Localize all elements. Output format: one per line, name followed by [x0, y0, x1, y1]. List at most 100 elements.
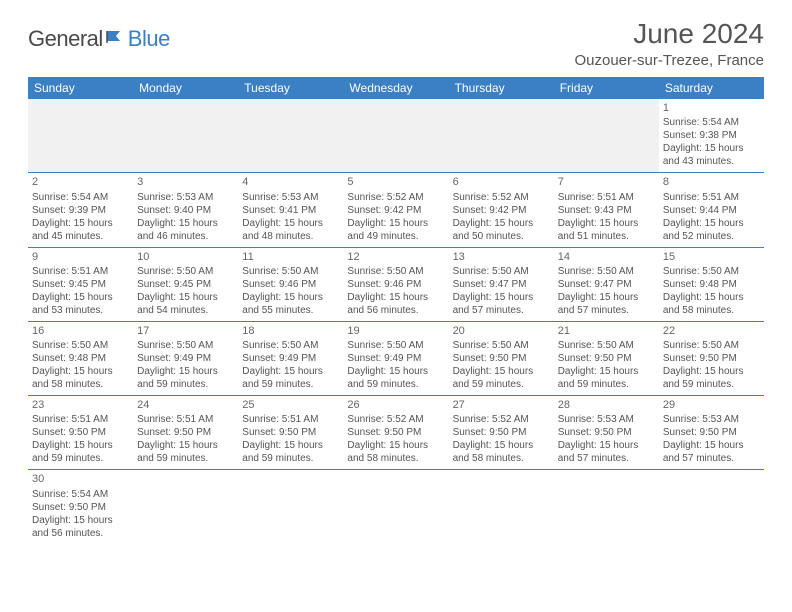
calendar-cell: 24Sunrise: 5:51 AMSunset: 9:50 PMDayligh…: [133, 396, 238, 470]
day-number: 30: [32, 472, 129, 486]
cell-line: Daylight: 15 hours: [32, 365, 129, 378]
cell-line: Daylight: 15 hours: [663, 217, 760, 230]
calendar-table: SundayMondayTuesdayWednesdayThursdayFrid…: [28, 77, 764, 544]
cell-line: and 55 minutes.: [242, 304, 339, 317]
day-number: 3: [137, 175, 234, 189]
cell-line: Daylight: 15 hours: [453, 217, 550, 230]
calendar-cell: [659, 470, 764, 544]
day-header: Friday: [554, 77, 659, 99]
cell-line: Sunset: 9:50 PM: [663, 352, 760, 365]
day-number: 4: [242, 175, 339, 189]
cell-line: Daylight: 15 hours: [347, 439, 444, 452]
cell-line: Daylight: 15 hours: [558, 217, 655, 230]
cell-line: Sunrise: 5:54 AM: [32, 488, 129, 501]
calendar-cell: [133, 99, 238, 173]
cell-line: Daylight: 15 hours: [32, 291, 129, 304]
cell-line: Sunset: 9:42 PM: [453, 204, 550, 217]
day-number: 16: [32, 324, 129, 338]
cell-line: Sunrise: 5:52 AM: [453, 191, 550, 204]
header: General Blue June 2024 Ouzouer-sur-Treze…: [28, 18, 764, 69]
cell-line: Daylight: 15 hours: [32, 217, 129, 230]
cell-line: Sunset: 9:50 PM: [242, 426, 339, 439]
cell-line: Sunrise: 5:53 AM: [137, 191, 234, 204]
cell-line: Sunset: 9:50 PM: [32, 426, 129, 439]
cell-line: Sunrise: 5:50 AM: [137, 265, 234, 278]
calendar-cell: [343, 99, 448, 173]
calendar-cell: [449, 470, 554, 544]
cell-line: Daylight: 15 hours: [32, 439, 129, 452]
cell-line: and 59 minutes.: [347, 378, 444, 391]
day-number: 21: [558, 324, 655, 338]
cell-line: and 57 minutes.: [558, 452, 655, 465]
day-number: 6: [453, 175, 550, 189]
flag-icon: [106, 29, 126, 50]
day-number: 5: [347, 175, 444, 189]
cell-line: and 59 minutes.: [137, 378, 234, 391]
day-number: 2: [32, 175, 129, 189]
cell-line: and 57 minutes.: [558, 304, 655, 317]
day-number: 22: [663, 324, 760, 338]
cell-line: Daylight: 15 hours: [347, 365, 444, 378]
cell-line: Sunset: 9:48 PM: [32, 352, 129, 365]
cell-line: Sunrise: 5:50 AM: [663, 265, 760, 278]
day-number: 26: [347, 398, 444, 412]
cell-line: and 49 minutes.: [347, 230, 444, 243]
calendar-cell: 4Sunrise: 5:53 AMSunset: 9:41 PMDaylight…: [238, 173, 343, 247]
cell-line: Daylight: 15 hours: [242, 291, 339, 304]
cell-line: Sunset: 9:46 PM: [242, 278, 339, 291]
calendar-cell: 7Sunrise: 5:51 AMSunset: 9:43 PMDaylight…: [554, 173, 659, 247]
calendar-cell: 29Sunrise: 5:53 AMSunset: 9:50 PMDayligh…: [659, 396, 764, 470]
day-number: 13: [453, 250, 550, 264]
day-header: Saturday: [659, 77, 764, 99]
cell-line: and 57 minutes.: [663, 452, 760, 465]
cell-line: and 46 minutes.: [137, 230, 234, 243]
cell-line: Sunrise: 5:50 AM: [242, 339, 339, 352]
calendar-cell: 26Sunrise: 5:52 AMSunset: 9:50 PMDayligh…: [343, 396, 448, 470]
calendar-cell: [133, 470, 238, 544]
cell-line: Daylight: 15 hours: [663, 365, 760, 378]
cell-line: Sunset: 9:50 PM: [558, 352, 655, 365]
brand-part2: Blue: [128, 26, 170, 52]
day-header-row: SundayMondayTuesdayWednesdayThursdayFrid…: [28, 77, 764, 99]
day-header: Thursday: [449, 77, 554, 99]
calendar-cell: 14Sunrise: 5:50 AMSunset: 9:47 PMDayligh…: [554, 247, 659, 321]
calendar-cell: [554, 99, 659, 173]
cell-line: Sunrise: 5:52 AM: [453, 413, 550, 426]
calendar-cell: 22Sunrise: 5:50 AMSunset: 9:50 PMDayligh…: [659, 321, 764, 395]
cell-line: and 45 minutes.: [32, 230, 129, 243]
cell-line: Sunrise: 5:54 AM: [32, 191, 129, 204]
calendar-cell: 27Sunrise: 5:52 AMSunset: 9:50 PMDayligh…: [449, 396, 554, 470]
cell-line: and 58 minutes.: [453, 452, 550, 465]
cell-line: and 54 minutes.: [137, 304, 234, 317]
cell-line: and 59 minutes.: [453, 378, 550, 391]
cell-line: Sunrise: 5:50 AM: [453, 265, 550, 278]
cell-line: and 53 minutes.: [32, 304, 129, 317]
calendar-cell: 3Sunrise: 5:53 AMSunset: 9:40 PMDaylight…: [133, 173, 238, 247]
day-number: 1: [663, 101, 760, 115]
cell-line: Sunrise: 5:53 AM: [242, 191, 339, 204]
cell-line: Sunset: 9:40 PM: [137, 204, 234, 217]
calendar-cell: 19Sunrise: 5:50 AMSunset: 9:49 PMDayligh…: [343, 321, 448, 395]
calendar-cell: 5Sunrise: 5:52 AMSunset: 9:42 PMDaylight…: [343, 173, 448, 247]
day-number: 17: [137, 324, 234, 338]
calendar-cell: 20Sunrise: 5:50 AMSunset: 9:50 PMDayligh…: [449, 321, 554, 395]
month-title: June 2024: [574, 18, 764, 50]
calendar-cell: 28Sunrise: 5:53 AMSunset: 9:50 PMDayligh…: [554, 396, 659, 470]
calendar-cell: [238, 99, 343, 173]
cell-line: and 59 minutes.: [242, 378, 339, 391]
day-header: Monday: [133, 77, 238, 99]
calendar-cell: 17Sunrise: 5:50 AMSunset: 9:49 PMDayligh…: [133, 321, 238, 395]
location: Ouzouer-sur-Trezee, France: [574, 52, 764, 69]
calendar-cell: 9Sunrise: 5:51 AMSunset: 9:45 PMDaylight…: [28, 247, 133, 321]
cell-line: Sunrise: 5:51 AM: [137, 413, 234, 426]
day-number: 24: [137, 398, 234, 412]
cell-line: and 57 minutes.: [453, 304, 550, 317]
cell-line: Sunset: 9:38 PM: [663, 129, 760, 142]
cell-line: Sunset: 9:50 PM: [453, 352, 550, 365]
day-header: Tuesday: [238, 77, 343, 99]
cell-line: Sunset: 9:49 PM: [242, 352, 339, 365]
brand-logo: General Blue: [28, 26, 170, 52]
day-number: 20: [453, 324, 550, 338]
cell-line: Sunrise: 5:50 AM: [347, 265, 444, 278]
cell-line: Sunrise: 5:50 AM: [242, 265, 339, 278]
